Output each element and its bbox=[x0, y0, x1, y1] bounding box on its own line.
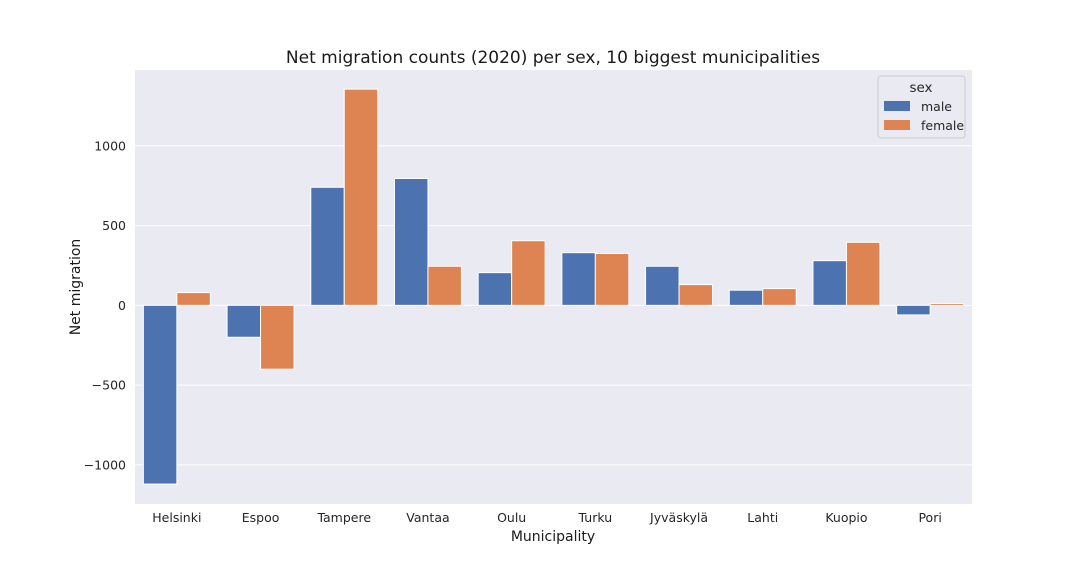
legend-label-female: female bbox=[921, 118, 964, 133]
legend-swatch-female bbox=[884, 120, 910, 130]
y-tick-label: −1000 bbox=[84, 457, 126, 472]
bar-male bbox=[226, 304, 262, 338]
bar-male bbox=[142, 304, 178, 485]
y-tick-label: −500 bbox=[92, 378, 126, 393]
bar-male bbox=[310, 186, 345, 306]
bar-female bbox=[594, 252, 630, 306]
bar-female bbox=[427, 265, 462, 306]
bar-female bbox=[511, 240, 546, 306]
y-tick-label: 1000 bbox=[94, 138, 126, 153]
bars bbox=[142, 88, 965, 485]
legend: sex male female bbox=[877, 75, 966, 139]
bar-male bbox=[477, 272, 513, 306]
bar-male bbox=[896, 304, 931, 316]
legend-swatch-male bbox=[884, 101, 910, 111]
bar-male bbox=[561, 252, 596, 306]
x-tick-label: Turku bbox=[578, 510, 613, 525]
bar-male bbox=[645, 265, 680, 306]
x-tick-label: Vantaa bbox=[406, 510, 449, 525]
x-tick-label: Lahti bbox=[747, 510, 778, 525]
x-tick-label: Espoo bbox=[242, 510, 280, 525]
bar-female bbox=[260, 304, 295, 370]
bar-female bbox=[176, 292, 211, 306]
bar-female bbox=[929, 302, 965, 306]
bar-female bbox=[343, 88, 379, 306]
y-tick-label: 0 bbox=[118, 298, 126, 313]
chart-title: Net migration counts (2020) per sex, 10 … bbox=[286, 48, 820, 68]
legend-title: sex bbox=[909, 80, 932, 96]
y-axis-label: Net migration bbox=[68, 239, 84, 336]
y-tick-labels: −1000 −500 0 500 1000 bbox=[84, 138, 126, 472]
bar-female bbox=[678, 284, 714, 306]
bar-female bbox=[845, 241, 881, 306]
x-tick-label: Kuopio bbox=[825, 510, 867, 525]
x-tick-label: Oulu bbox=[497, 510, 526, 525]
bar-female bbox=[762, 288, 797, 306]
x-tick-label: Pori bbox=[918, 510, 941, 525]
x-tick-label: Helsinki bbox=[152, 510, 201, 525]
bar-male bbox=[393, 178, 429, 306]
bar-male bbox=[728, 289, 764, 306]
x-tick-label: Tampere bbox=[316, 510, 371, 525]
bar-male bbox=[812, 260, 847, 306]
x-tick-labels: Helsinki Espoo Tampere Vantaa Oulu Turku Jyväs… bbox=[152, 510, 942, 525]
x-tick-label: Jyväskylä bbox=[649, 510, 708, 525]
legend-label-male: male bbox=[921, 99, 952, 114]
x-axis-label: Municipality bbox=[511, 529, 595, 545]
y-tick-label: 500 bbox=[102, 218, 126, 233]
